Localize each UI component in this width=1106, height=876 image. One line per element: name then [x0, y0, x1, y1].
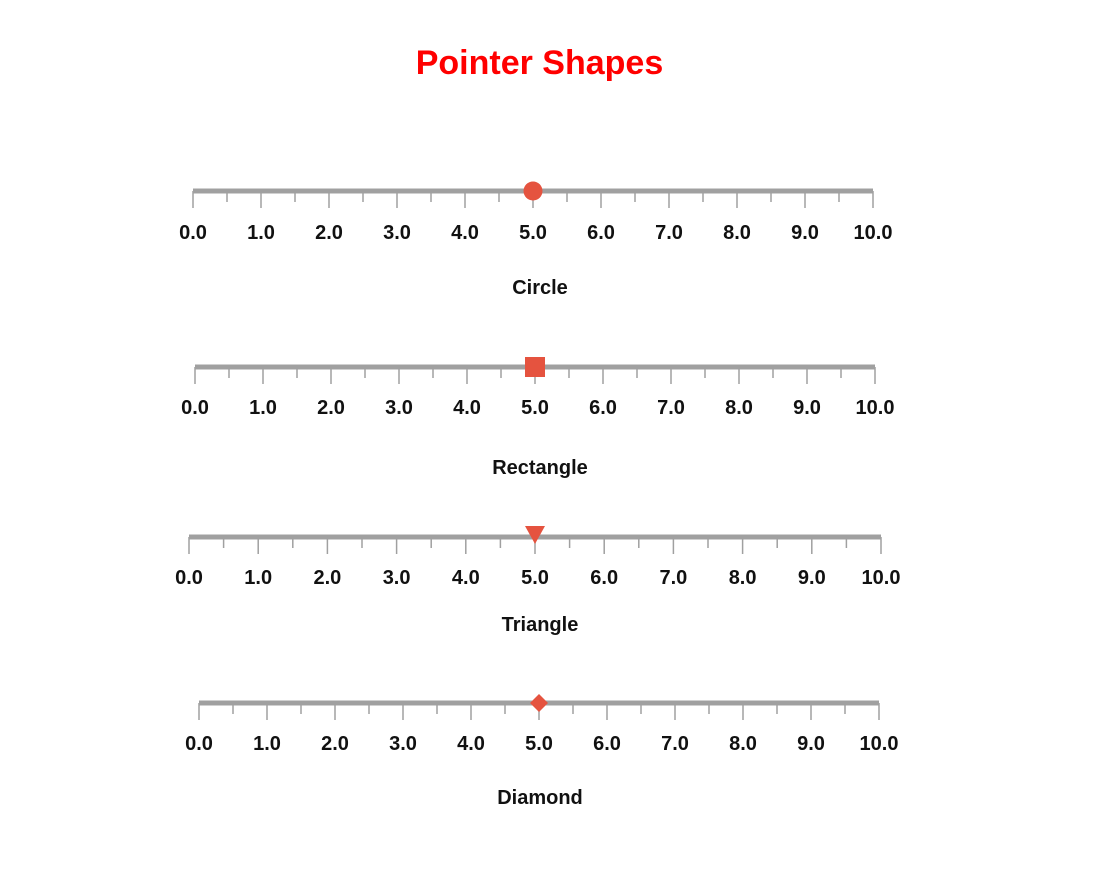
- gauge-caption: Diamond: [497, 787, 583, 809]
- tick-label: 7.0: [657, 397, 685, 419]
- tick-label: 1.0: [249, 397, 277, 419]
- tick-label: 4.0: [451, 222, 479, 244]
- tick-label: 5.0: [521, 397, 549, 419]
- tick-label: 3.0: [389, 733, 417, 755]
- tick-label: 9.0: [793, 397, 821, 419]
- tick-label: 2.0: [313, 567, 341, 589]
- tick-label: 3.0: [385, 397, 413, 419]
- tick-label: 8.0: [723, 222, 751, 244]
- tick-label: 9.0: [798, 567, 826, 589]
- tick-label: 5.0: [521, 567, 549, 589]
- tick-label: 10.0: [862, 567, 901, 589]
- tick-label: 5.0: [525, 733, 553, 755]
- gauge-diamond: 0.0 1.0 2.0 3.0 4.0 5.0 6.0 7.0 8.0 9.0 10.0 Diamon…: [185, 694, 898, 809]
- tick-label: 2.0: [315, 222, 343, 244]
- tick-label: 8.0: [725, 397, 753, 419]
- tick-label: 0.0: [181, 397, 209, 419]
- tick-label: 0.0: [185, 733, 213, 755]
- tick-label: 1.0: [244, 567, 272, 589]
- tick-label: 6.0: [593, 733, 621, 755]
- tick-label: 3.0: [383, 222, 411, 244]
- tick-label: 9.0: [791, 222, 819, 244]
- tick-label: 4.0: [452, 567, 480, 589]
- gauge-circle: 0.0 1.0 2.0 3.0 4.0 5.0 6.0 7.0 8.0 9.0 10.0 Circle: [179, 181, 893, 299]
- pointer-diamond: [530, 694, 548, 712]
- gauge-rectangle: 0.0 1.0 2.0 3.0 4.0 5.0 6.0 7.0 8.0 9.0 10.0 Rectan…: [181, 357, 894, 479]
- tick-label: 8.0: [729, 733, 757, 755]
- tick-label: 8.0: [729, 567, 757, 589]
- tick-label: 10.0: [856, 397, 895, 419]
- pointer-triangle: [525, 526, 545, 544]
- tick-label: 2.0: [317, 397, 345, 419]
- tick-label: 1.0: [253, 733, 281, 755]
- gauge-caption: Rectangle: [492, 457, 588, 479]
- tick-label: 2.0: [321, 733, 349, 755]
- tick-label: 10.0: [860, 733, 899, 755]
- tick-label: 6.0: [587, 222, 615, 244]
- tick-label: 7.0: [661, 733, 689, 755]
- tick-label: 0.0: [175, 567, 203, 589]
- tick-label: 7.0: [655, 222, 683, 244]
- tick-label: 7.0: [659, 567, 687, 589]
- tick-label: 1.0: [247, 222, 275, 244]
- tick-label: 4.0: [457, 733, 485, 755]
- tick-label: 5.0: [519, 222, 547, 244]
- gauge-caption: Triangle: [502, 614, 579, 636]
- tick-label: 3.0: [383, 567, 411, 589]
- tick-label: 4.0: [453, 397, 481, 419]
- gauge-triangle: 0.0 1.0 2.0 3.0 4.0 5.0 6.0 7.0 8.0 9.0 10.0 Triang…: [175, 526, 900, 636]
- page-title: Pointer Shapes: [415, 44, 664, 82]
- tick-label: 6.0: [589, 397, 617, 419]
- pointer-rectangle: [525, 357, 545, 377]
- tick-label: 10.0: [854, 222, 893, 244]
- tick-label: 6.0: [590, 567, 618, 589]
- tick-label: 0.0: [179, 222, 207, 244]
- pointer-circle: [523, 181, 543, 201]
- gauge-caption: Circle: [512, 277, 568, 299]
- tick-label: 9.0: [797, 733, 825, 755]
